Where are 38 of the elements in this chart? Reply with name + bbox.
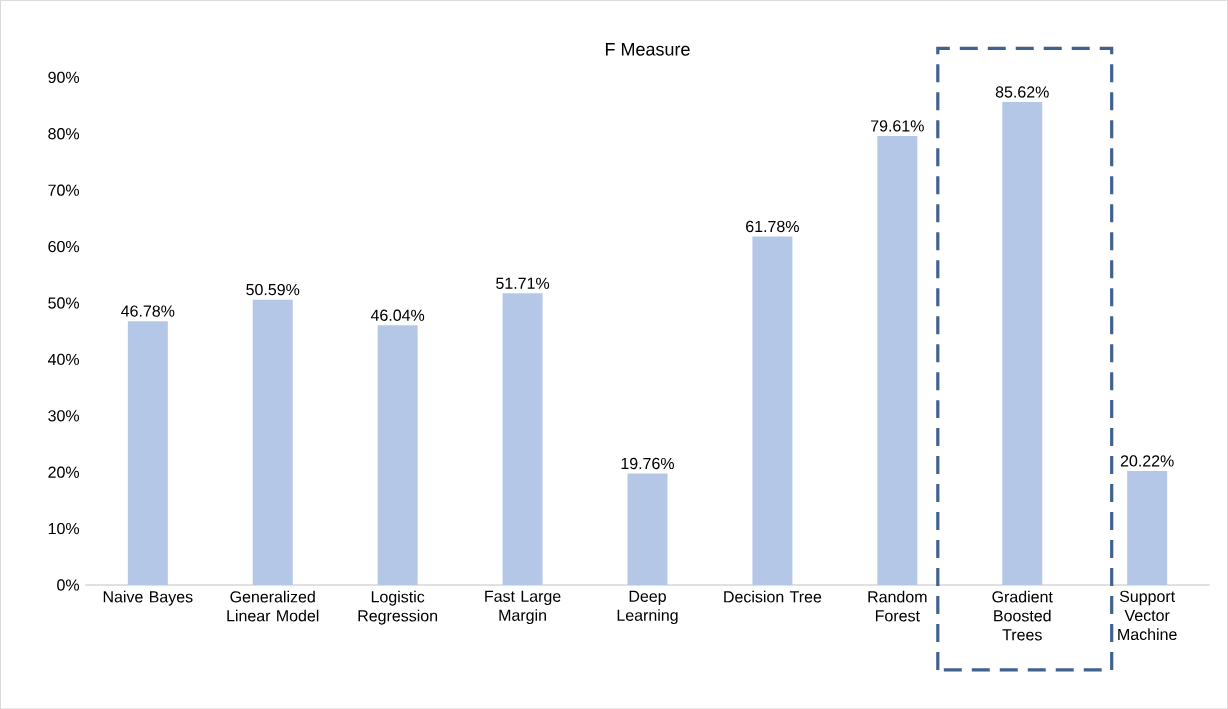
x-tick-label: Gradient Boosted Trees <box>992 590 1053 641</box>
x-tick-label: Fast Large Margin <box>485 590 561 624</box>
x-tick-label: Support Vector Machine <box>1118 590 1177 640</box>
y-tick-label: 20% <box>48 466 80 478</box>
bar <box>502 293 543 585</box>
bar <box>1002 101 1043 585</box>
bar <box>1127 470 1168 585</box>
y-tick-label: 80% <box>48 127 80 140</box>
bar <box>377 325 418 585</box>
y-tick-label: 90% <box>48 71 80 83</box>
bar <box>752 236 793 585</box>
data-label: 46.04% <box>370 309 425 321</box>
data-label: 51.71% <box>496 277 550 289</box>
y-tick-label: 40% <box>47 353 80 365</box>
x-tick-label: Random Forest <box>868 590 927 622</box>
bar <box>877 135 918 585</box>
data-label: 50.59% <box>246 283 300 296</box>
y-tick-label: 30% <box>48 409 80 422</box>
x-tick-label: Generalized Linear Model <box>227 590 319 622</box>
data-label: 20.22% <box>1120 455 1174 467</box>
y-tick-label: 50% <box>48 297 80 309</box>
y-tick-label: 60% <box>48 240 80 253</box>
x-tick-label: Naive Bayes <box>103 590 193 606</box>
bar <box>627 473 668 585</box>
bar <box>127 320 168 585</box>
y-tick-label: 10% <box>48 522 80 535</box>
data-label: 61.78% <box>746 220 799 232</box>
data-label: 19.76% <box>621 457 675 469</box>
bar <box>252 299 293 585</box>
chart-title: F Measure <box>605 42 690 56</box>
y-tick-label: 70% <box>48 184 80 196</box>
data-label: 46.78% <box>121 305 175 317</box>
data-label: 85.62% <box>995 86 1049 98</box>
x-tick-label: Logistic Regression <box>358 590 438 625</box>
x-tick-label: Deep Learning <box>617 590 678 624</box>
x-tick-label: Decision Tree <box>724 590 822 603</box>
data-label: 79.61% <box>871 120 924 132</box>
y-tick-label: 0% <box>57 579 80 591</box>
